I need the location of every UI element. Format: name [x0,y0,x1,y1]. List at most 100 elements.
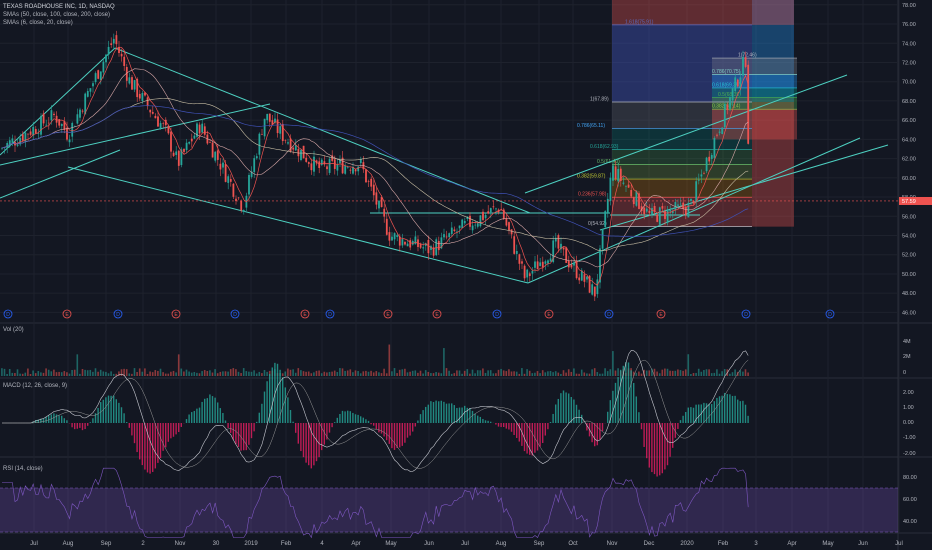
candle-body [703,173,705,174]
volume-bar [242,368,245,376]
macd-histogram-bar [666,423,669,466]
earnings-marker[interactable]: E [656,309,666,319]
price-tick-label: 64.00 [902,137,916,143]
volume-bar [534,372,536,376]
volume-bar [211,372,214,376]
earnings-marker[interactable]: E [171,309,181,319]
macd-histogram-bar [360,416,362,423]
dividend-marker[interactable]: D [113,309,123,319]
candle-body [21,134,24,141]
volume-bar [653,368,656,376]
candle-body [40,116,42,135]
volume-bar [89,369,92,376]
candle-body [328,159,331,173]
volume-bar [29,373,32,376]
volume-pane-label[interactable]: Vol (20) [3,327,24,333]
volume-bar [422,373,424,376]
macd-histogram-bar [128,423,130,428]
volume-bar [266,371,268,376]
earnings-marker[interactable]: E [300,309,310,319]
candle-body [554,237,557,242]
candle-body [723,103,726,128]
macd-histogram-bar [310,423,312,469]
macd-histogram-bar [422,410,424,423]
candle-body [354,169,357,172]
dividend-marker[interactable]: D [604,309,614,319]
candle-body [700,174,703,177]
volume-bar [138,368,141,376]
candle-body [534,261,536,268]
fib-level-label: 1.618(75.91) [625,19,654,25]
candle-body [539,262,542,266]
volume-bar [216,373,219,376]
x-tick-label: Jul [461,541,469,547]
candle-body [11,138,14,143]
macd-histogram-bar [159,423,162,459]
volume-bar [125,369,128,376]
volume-bar [580,369,583,376]
volume-bar [419,370,422,376]
macd-histogram-bar [443,401,445,423]
dividend-marker[interactable]: D [325,309,335,319]
macd-tick-label: -1.00 [903,435,916,441]
trend-line [527,137,861,284]
dividend-marker[interactable]: D [825,309,835,319]
macd-histogram-bar [74,423,76,430]
volume-bar [721,371,723,376]
candle-body [461,219,464,229]
candle-body [242,210,245,212]
volume-bar [102,371,105,376]
volume-bar [320,373,323,376]
x-tick-label: Aug [496,541,507,547]
dividend-marker[interactable]: D [230,309,240,319]
macd-histogram-bar [76,423,78,429]
sma-indicator-label-1[interactable]: SMAs (50, close, 100, close, 200, close) [3,12,111,18]
volume-bar [544,372,547,376]
macd-histogram-bar [282,377,284,423]
candle-body [474,224,477,226]
fib-level-label: 0.5(68.35) [718,92,741,98]
macd-histogram-bar [495,423,497,425]
macd-pane-label[interactable]: MACD (12, 26, close, 9) [3,383,68,389]
candle-body [144,92,146,96]
candle-body [159,123,162,129]
volume-bar [19,373,21,376]
volume-bar [183,371,185,376]
earnings-marker[interactable]: E [432,309,442,319]
earnings-marker[interactable]: E [383,309,393,319]
candle-body [690,198,692,202]
volume-bar [557,372,560,376]
candle-body [6,143,9,148]
earnings-marker[interactable]: E [544,309,554,319]
sma-indicator-label-2[interactable]: SMAs (6, close, 20, close) [3,20,73,26]
dividend-marker[interactable]: D [741,309,751,319]
candle-body [105,54,107,63]
dividend-marker[interactable]: D [492,309,502,319]
volume-bar [645,370,648,376]
macd-histogram-bar [349,411,351,423]
volume-bar [201,371,203,376]
candle-body [170,131,172,152]
macd-histogram-bar [651,423,653,473]
candle-body [541,261,544,268]
candle-body [8,140,11,147]
volume-bar [66,372,68,376]
volume-bar [414,370,417,376]
rsi-pane-label[interactable]: RSI (14, close) [3,466,43,472]
x-tick-label: Dec [644,541,655,547]
volume-bar [700,371,703,376]
earnings-marker[interactable]: E [62,309,72,319]
macd-histogram-bar [497,423,500,427]
price-tick-label: 70.00 [902,80,916,86]
volume-bar [604,368,606,376]
candle-body [261,134,263,135]
volume-bar [149,371,151,376]
macd-histogram-bar [300,423,302,452]
macd-histogram-bar [430,401,432,423]
candle-body [157,116,159,127]
macd-histogram-bar [341,410,344,423]
volume-bar [739,370,742,376]
candle-body [203,126,206,135]
dividend-marker[interactable]: D [3,309,13,319]
